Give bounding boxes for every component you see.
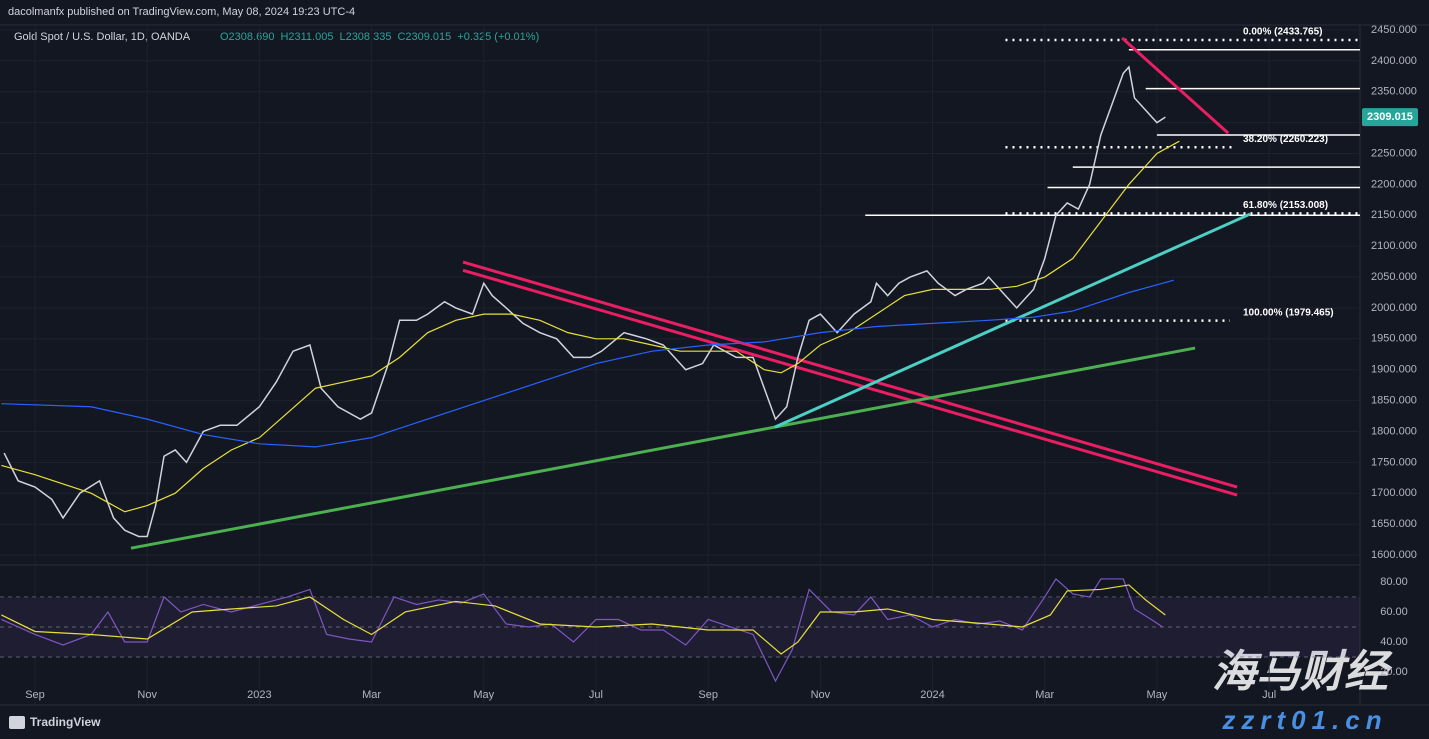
y-tick-label: 2450.000 [1371, 24, 1417, 36]
y-tick-label: 1700.000 [1371, 487, 1417, 499]
x-tick-label: Mar [362, 689, 381, 701]
fib-label: 61.80% (2153.008) [1243, 200, 1328, 211]
fib-label: 0.00% (2433.765) [1243, 27, 1323, 38]
trendline [1121, 36, 1230, 135]
footer: TradingView [30, 715, 101, 729]
ohlc-value: C2309.015 [397, 31, 451, 43]
y-tick-label: 1600.000 [1371, 549, 1417, 561]
y-tick-label: 1900.000 [1371, 364, 1417, 376]
y-tick-label: 1800.000 [1371, 425, 1417, 437]
trendline [774, 212, 1251, 429]
ohlc-value: L2308.335 [339, 31, 391, 43]
watermark: zzrt01.cn [1221, 705, 1387, 735]
x-tick-label: Mar [1035, 689, 1054, 701]
rsi-tick-label: 40.00 [1380, 636, 1408, 648]
y-tick-label: 2250.000 [1371, 147, 1417, 159]
symbol: Gold Spot / U.S. Dollar, 1D, OANDA [14, 31, 191, 43]
rsi-tick-label: 20.00 [1380, 666, 1408, 678]
rsi-tick-label: 60.00 [1380, 606, 1408, 618]
header: dacolmanfx published on TradingView.com,… [8, 6, 355, 18]
trendline [462, 268, 1238, 497]
y-tick-label: 2100.000 [1371, 240, 1417, 252]
x-tick-label: Nov [137, 689, 157, 701]
last-price-tag [1362, 108, 1418, 127]
y-tick-label: 1950.000 [1371, 333, 1417, 345]
y-tick-label: 2350.000 [1371, 86, 1417, 98]
x-tick-label: May [473, 689, 494, 701]
moving-average [1, 279, 1174, 448]
x-tick-label: 2023 [247, 689, 271, 701]
moving-average [1, 140, 1180, 513]
y-tick-label: 2000.000 [1371, 302, 1417, 314]
fib-label: 38.20% (2260.223) [1243, 134, 1328, 145]
trendline [130, 346, 1196, 550]
x-tick-label: Jul [1262, 689, 1276, 701]
y-tick-label: 2200.000 [1371, 178, 1417, 190]
x-tick-label: 2024 [920, 689, 944, 701]
x-tick-label: Sep [698, 689, 718, 701]
x-tick-label: May [1147, 689, 1168, 701]
rsi-ma [1, 584, 1166, 655]
x-tick-label: Nov [811, 689, 831, 701]
y-tick-label: 2050.000 [1371, 271, 1417, 283]
logo [9, 716, 25, 729]
rsi-tick-label: 80.00 [1380, 576, 1408, 588]
x-tick-label: Jul [589, 689, 603, 701]
x-tick-label: Sep [25, 689, 45, 701]
last-price-label: 2309.015 [1367, 111, 1413, 123]
ohlc-value: O2308.690 [220, 31, 274, 43]
price-line [3, 65, 1166, 538]
y-tick-label: 2150.000 [1371, 209, 1417, 221]
y-tick-label: 1650.000 [1371, 518, 1417, 530]
y-tick-label: 1750.000 [1371, 456, 1417, 468]
trendline [462, 260, 1238, 489]
ohlc-value: +0.325 (+0.01%) [457, 31, 539, 43]
fib-label: 100.00% (1979.465) [1243, 307, 1334, 318]
ohlc-value: H2311.005 [280, 31, 333, 43]
y-tick-label: 1850.000 [1371, 394, 1417, 406]
watermark: 海马财经 [1212, 648, 1393, 697]
y-tick-label: 2400.000 [1371, 55, 1417, 67]
